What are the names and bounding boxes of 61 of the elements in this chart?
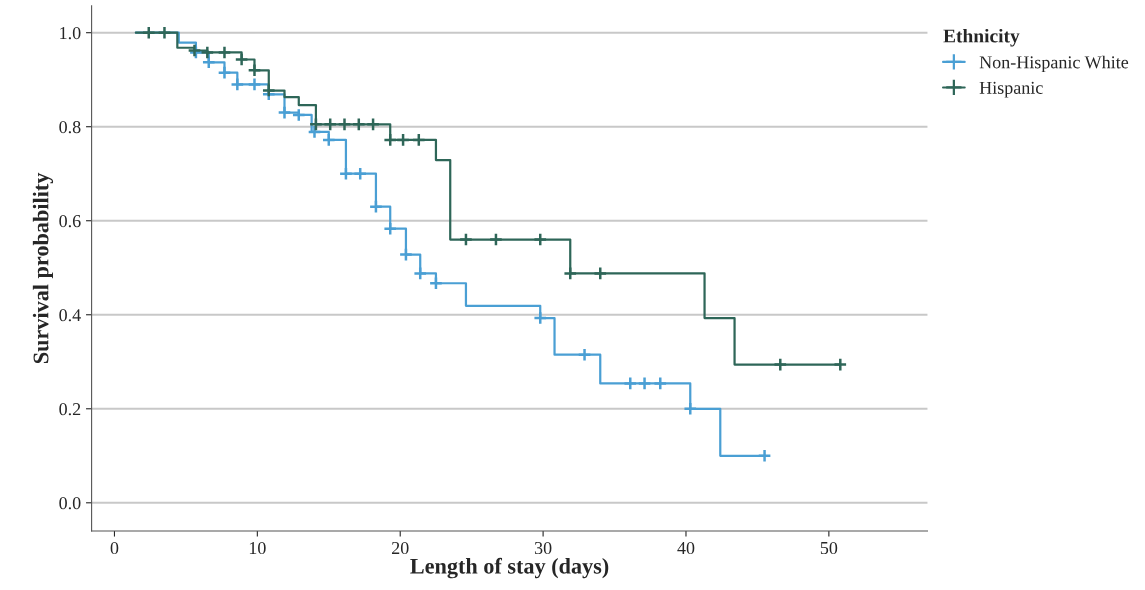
point <box>230 77 245 92</box>
x-tick-label: 50 <box>820 541 838 555</box>
point <box>351 117 366 132</box>
point <box>577 347 592 362</box>
point <box>563 266 578 281</box>
y-tick-label: 0.6 <box>59 214 81 228</box>
point <box>366 117 381 132</box>
point <box>141 25 156 40</box>
point <box>337 117 352 132</box>
point <box>200 45 215 60</box>
point <box>157 25 172 40</box>
legend-title: Ethnicity <box>943 28 1020 47</box>
point <box>338 166 353 181</box>
legend-label: Non-Hispanic White <box>979 55 1129 73</box>
point <box>321 132 336 147</box>
point <box>383 221 398 236</box>
point <box>353 166 368 181</box>
x-axis-title: Length of stay (days) <box>410 557 609 579</box>
point <box>277 105 292 120</box>
point <box>411 132 426 147</box>
point <box>368 199 383 214</box>
point <box>234 52 249 67</box>
point <box>533 310 548 326</box>
point <box>757 448 772 463</box>
point <box>383 132 398 147</box>
point <box>398 247 413 262</box>
point <box>488 232 504 247</box>
point <box>653 376 668 391</box>
point <box>428 276 443 291</box>
x-tick-label: 20 <box>391 541 409 555</box>
point <box>413 266 428 281</box>
x-tick-label: 10 <box>249 541 266 555</box>
point <box>533 232 548 247</box>
point <box>307 124 322 139</box>
y-tick-label: 0.0 <box>59 497 81 510</box>
point <box>683 401 698 416</box>
point <box>637 376 652 391</box>
y-tick-label: 0.8 <box>59 120 81 134</box>
x-tick-label: 40 <box>677 541 695 555</box>
point <box>217 65 232 80</box>
point <box>396 132 411 147</box>
point <box>623 376 638 391</box>
point <box>323 117 338 132</box>
point <box>308 117 323 132</box>
point <box>291 107 306 123</box>
point <box>247 63 262 78</box>
y-axis-title: Survival probability <box>32 172 54 364</box>
point <box>201 55 216 70</box>
y-tick-label: 0.4 <box>59 309 81 322</box>
legend-label: Hispanic <box>979 81 1043 98</box>
point <box>261 83 276 98</box>
point <box>773 357 788 372</box>
point <box>833 357 848 372</box>
y-tick-label: 1.0 <box>60 26 81 40</box>
point <box>247 77 262 92</box>
point <box>458 232 474 247</box>
x-tick-label: 30 <box>534 541 552 555</box>
x-tick-label: 0 <box>110 541 119 555</box>
point <box>593 266 608 281</box>
y-tick-label: 0.2 <box>59 403 81 416</box>
point <box>217 45 232 60</box>
